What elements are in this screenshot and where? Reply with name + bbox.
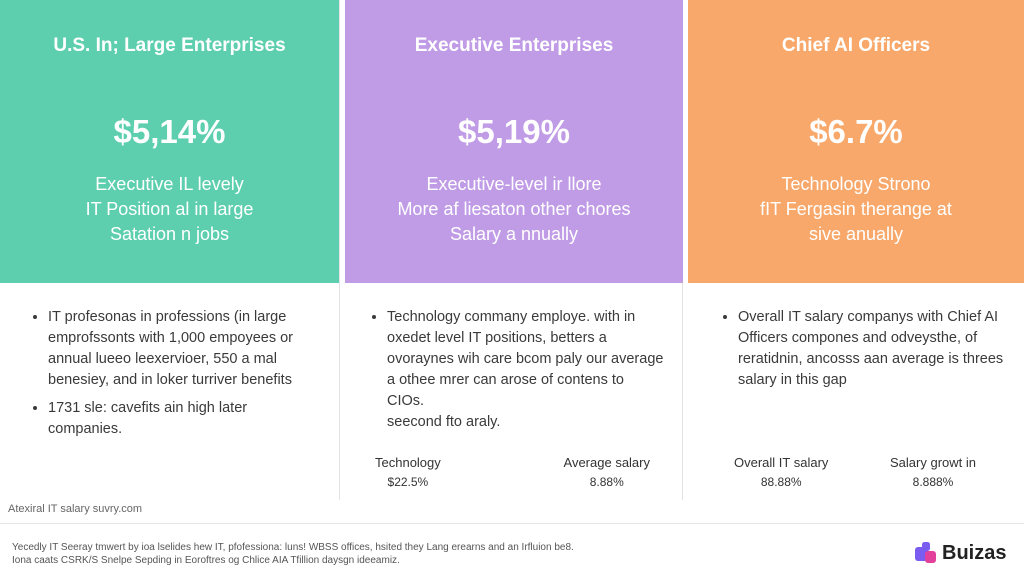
card-body: Technology commany employe. with in oxed…	[343, 283, 682, 500]
card-value: $5,19%	[458, 113, 570, 150]
card-body: IT profesonas in professions (in large e…	[0, 283, 339, 500]
card-header: U.S. In; Large Enterprises $5,14% Execut…	[0, 0, 339, 283]
card-chief-ai-officers: Chief AI Officers $6.7% Technology Stron…	[686, 0, 1024, 500]
stats-row: Technology $22.5% Average salary 8.88%	[375, 455, 650, 489]
bullet-item: Overall IT salary companys with Chief AI…	[738, 307, 1006, 391]
card-body: Overall IT salary companys with Chief AI…	[686, 283, 1024, 500]
stat-value: 88.88%	[760, 475, 802, 489]
card-description-line: More af liesaton other chores	[397, 199, 631, 219]
card-description-line: Salary a nnually	[449, 224, 579, 244]
stat-value: 8.88%	[589, 475, 624, 489]
stat-value: $22.5%	[387, 475, 429, 489]
footnote-line: Iona caats CSRK/S Snelpe Sepding in Eoro…	[12, 555, 400, 566]
puzzle-icon	[915, 542, 936, 563]
stat-label: Technology	[375, 455, 441, 470]
card-header: Executive Enterprises $5,19% Executive-l…	[345, 0, 683, 283]
card-value: $5,14%	[113, 113, 226, 150]
card-title: Executive Enterprises	[414, 35, 614, 56]
stat-value: 8.888%	[912, 475, 954, 489]
card-large-enterprises: U.S. In; Large Enterprises $5,14% Execut…	[0, 0, 340, 500]
bullet-item: 1731 sle: cavefits ain high later compan…	[48, 398, 321, 440]
bullet-list: Overall IT salary companys with Chief AI…	[722, 307, 1006, 398]
card-title: U.S. In; Large Enterprises	[53, 35, 286, 56]
stat-overall-it-salary: Overall IT salary 88.88%	[734, 455, 828, 489]
card-description-line: fIT Fergasin therange at	[760, 199, 952, 219]
card-header: Chief AI Officers $6.7% Technology Stron…	[688, 0, 1024, 283]
source-link[interactable]: Atexiral IT salary suvry.com	[8, 503, 143, 515]
bullet-extra-line: seecond fto araly.	[387, 414, 501, 430]
bullet-text: Technology commany employe. with in oxed…	[387, 309, 664, 409]
footer-divider	[0, 523, 1024, 524]
card-description: Technology Strono fIT Fergasin therange …	[688, 172, 1024, 247]
stat-label: Average salary	[563, 455, 650, 470]
card-description-line: IT Position al in large	[85, 199, 254, 219]
card-description-line: sive anually	[808, 224, 904, 244]
stat-technology: Technology $22.5%	[375, 455, 441, 489]
stat-salary-growth: Salary growt in 8.888%	[890, 455, 976, 489]
stat-average-salary: Average salary 8.88%	[564, 455, 650, 489]
card-executive-enterprises: Executive Enterprises $5,19% Executive-l…	[343, 0, 683, 500]
footnote-line: Yecedly IT Seeray tmwert by ioa lselides…	[12, 542, 574, 553]
card-description-line: Satation n jobs	[109, 224, 230, 244]
footnote: Yecedly IT Seeray tmwert by ioa lselides…	[12, 541, 712, 567]
brand-logo[interactable]: Buizas	[914, 541, 1006, 565]
brand-name: Buizas	[942, 541, 1007, 564]
bullet-item: Technology commany employe. with in oxed…	[387, 307, 664, 433]
card-title: Chief AI Officers	[781, 35, 931, 56]
stat-label: Overall IT salary	[734, 455, 829, 470]
stats-row: Overall IT salary 88.88% Salary growt in…	[734, 455, 976, 489]
cards-row: U.S. In; Large Enterprises $5,14% Execut…	[0, 0, 1024, 500]
card-description-line: Technology Strono	[781, 174, 931, 194]
card-description-line: Executive-level ir llore	[426, 174, 602, 194]
bullet-list: IT profesonas in professions (in large e…	[32, 307, 321, 447]
bullet-list: Technology commany employe. with in oxed…	[371, 307, 664, 440]
stat-label: Salary growt in	[890, 455, 976, 470]
card-value: $6.7%	[809, 113, 903, 150]
bullet-item: IT profesonas in professions (in large e…	[48, 307, 321, 391]
card-description: Executive-level ir llore More af liesato…	[345, 172, 683, 247]
card-description-line: Executive IL levely	[95, 174, 244, 194]
card-description: Executive IL levely IT Position al in la…	[0, 172, 339, 247]
